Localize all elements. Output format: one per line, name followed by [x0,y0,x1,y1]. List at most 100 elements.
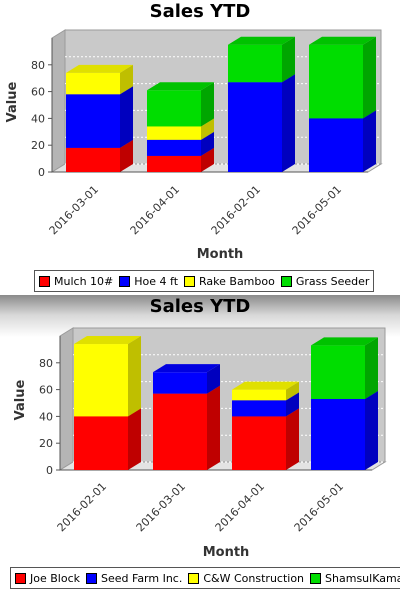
bar-front [153,372,207,394]
plot-side-wall [51,29,66,173]
legend-label: Hoe 4 ft [134,274,179,288]
bar-segment [66,64,133,95]
bar-segment [147,82,214,127]
bar-segment [153,385,220,470]
bar-side [286,381,299,401]
bar-front [232,400,286,417]
bar-front [228,82,282,172]
bar-segment [311,390,378,470]
bar-segment [309,110,376,172]
y-axis-label: Value [5,81,20,122]
bar-top [309,36,376,45]
chart-title: Sales YTD [149,296,251,317]
legend-label: Joe Block [30,571,80,585]
bar-top [74,336,141,345]
bar-side [286,392,299,417]
bar-side [365,337,378,399]
y-tick-label: 20 [31,139,45,152]
chart-plot: 0 20 40 60 80 2016-03-01 2016-04-01 2016-02-01 2… [5,29,383,262]
bar-side [120,86,133,148]
bar-front [66,147,120,172]
x-axis-label: Month [197,247,244,262]
x-axis-label: Month [203,545,250,560]
bar-front [311,345,365,399]
plot-side-wall [59,327,74,471]
chart-panel-top: Sales YTD 0 20 40 60 80 2016-03-01 2016-04-01 2… [0,0,400,295]
legend-swatch [39,275,50,287]
chart-title: Sales YTD [149,1,251,22]
bar-side [286,408,299,470]
legend-item: Hoe 4 ft [119,275,178,288]
bar-front [66,72,120,95]
bar-side [201,147,214,172]
bar-top [228,36,295,45]
y-tick-label: 20 [39,437,53,450]
y-axis-label: Value [13,379,28,420]
bar-side [128,336,141,417]
bar-segment [232,408,299,470]
bar-side [201,131,214,156]
legend-label: Mulch 10# [54,274,114,288]
bar-top [311,337,378,346]
bar-front [309,118,363,172]
y-tick-label: 60 [31,86,45,99]
bar-side [128,408,141,470]
legend-item: ShamsulKamal [310,572,400,585]
bar-side [120,64,133,95]
legend-item: C&W Construction [188,572,304,585]
bar-side [207,385,220,470]
legend-swatch [184,275,196,287]
bar-side [201,82,214,127]
x-tick-label: 2016-02-01 [209,183,263,237]
y-tick-label: 80 [39,357,53,370]
legend-item: Mulch 10# [39,275,113,288]
legend-item: Seed Farm Inc. [86,572,182,585]
bar-front [147,90,201,127]
bar-front [309,44,363,119]
bar-segment [74,408,141,470]
bar-top [232,381,299,390]
bar-top [147,82,214,91]
bar-segment [311,337,378,399]
x-tick-label: 2016-05-01 [290,183,344,237]
chart-panel-bottom: Sales YTD 0 20 40 60 80 2016-02-01 2016-03-01 2… [0,295,400,593]
bar-front [147,155,201,172]
bar-front [74,416,128,470]
bar-segment [74,336,141,417]
y-tick-label: 60 [39,384,53,397]
bar-front [232,416,286,470]
bar-segment [309,36,376,119]
bar-segment [232,381,299,401]
bar-front [232,389,286,401]
legend-swatch [280,275,292,287]
legend-label: Grass Seeder [295,274,370,288]
x-tick-label: 2016-03-01 [47,183,101,237]
legend-label: Rake Bamboo [199,274,275,288]
bar-top [153,364,220,373]
x-tick-label: 2016-04-01 [213,480,267,534]
bar-front [228,44,282,83]
bar-front [74,344,128,417]
legend-item: Rake Bamboo [184,275,275,288]
bar-front [153,393,207,470]
bar-front [66,94,120,148]
y-tick-label: 80 [31,59,45,72]
legend-swatch [188,572,200,584]
bar-segment [228,74,295,172]
bar-segment [153,364,220,394]
legend-swatch [310,572,322,584]
bar-segment [66,86,133,148]
legend-item: Grass Seeder [280,274,370,288]
chart-legend: Joe Block Seed Farm Inc. C&W Construction S… [10,567,400,589]
y-tick-label: 40 [31,112,45,125]
x-tick-label: 2016-03-01 [134,480,188,534]
bar-side [201,118,214,140]
x-tick-label: 2016-02-01 [55,480,109,534]
bar-front [147,139,201,156]
legend-label: ShamsulKamal [325,571,400,585]
legend-label: C&W Construction [203,571,305,585]
legend-swatch [119,275,131,287]
legend-item: Joe Block [15,572,80,585]
bar-side [363,36,376,119]
bar-segment [228,36,295,83]
